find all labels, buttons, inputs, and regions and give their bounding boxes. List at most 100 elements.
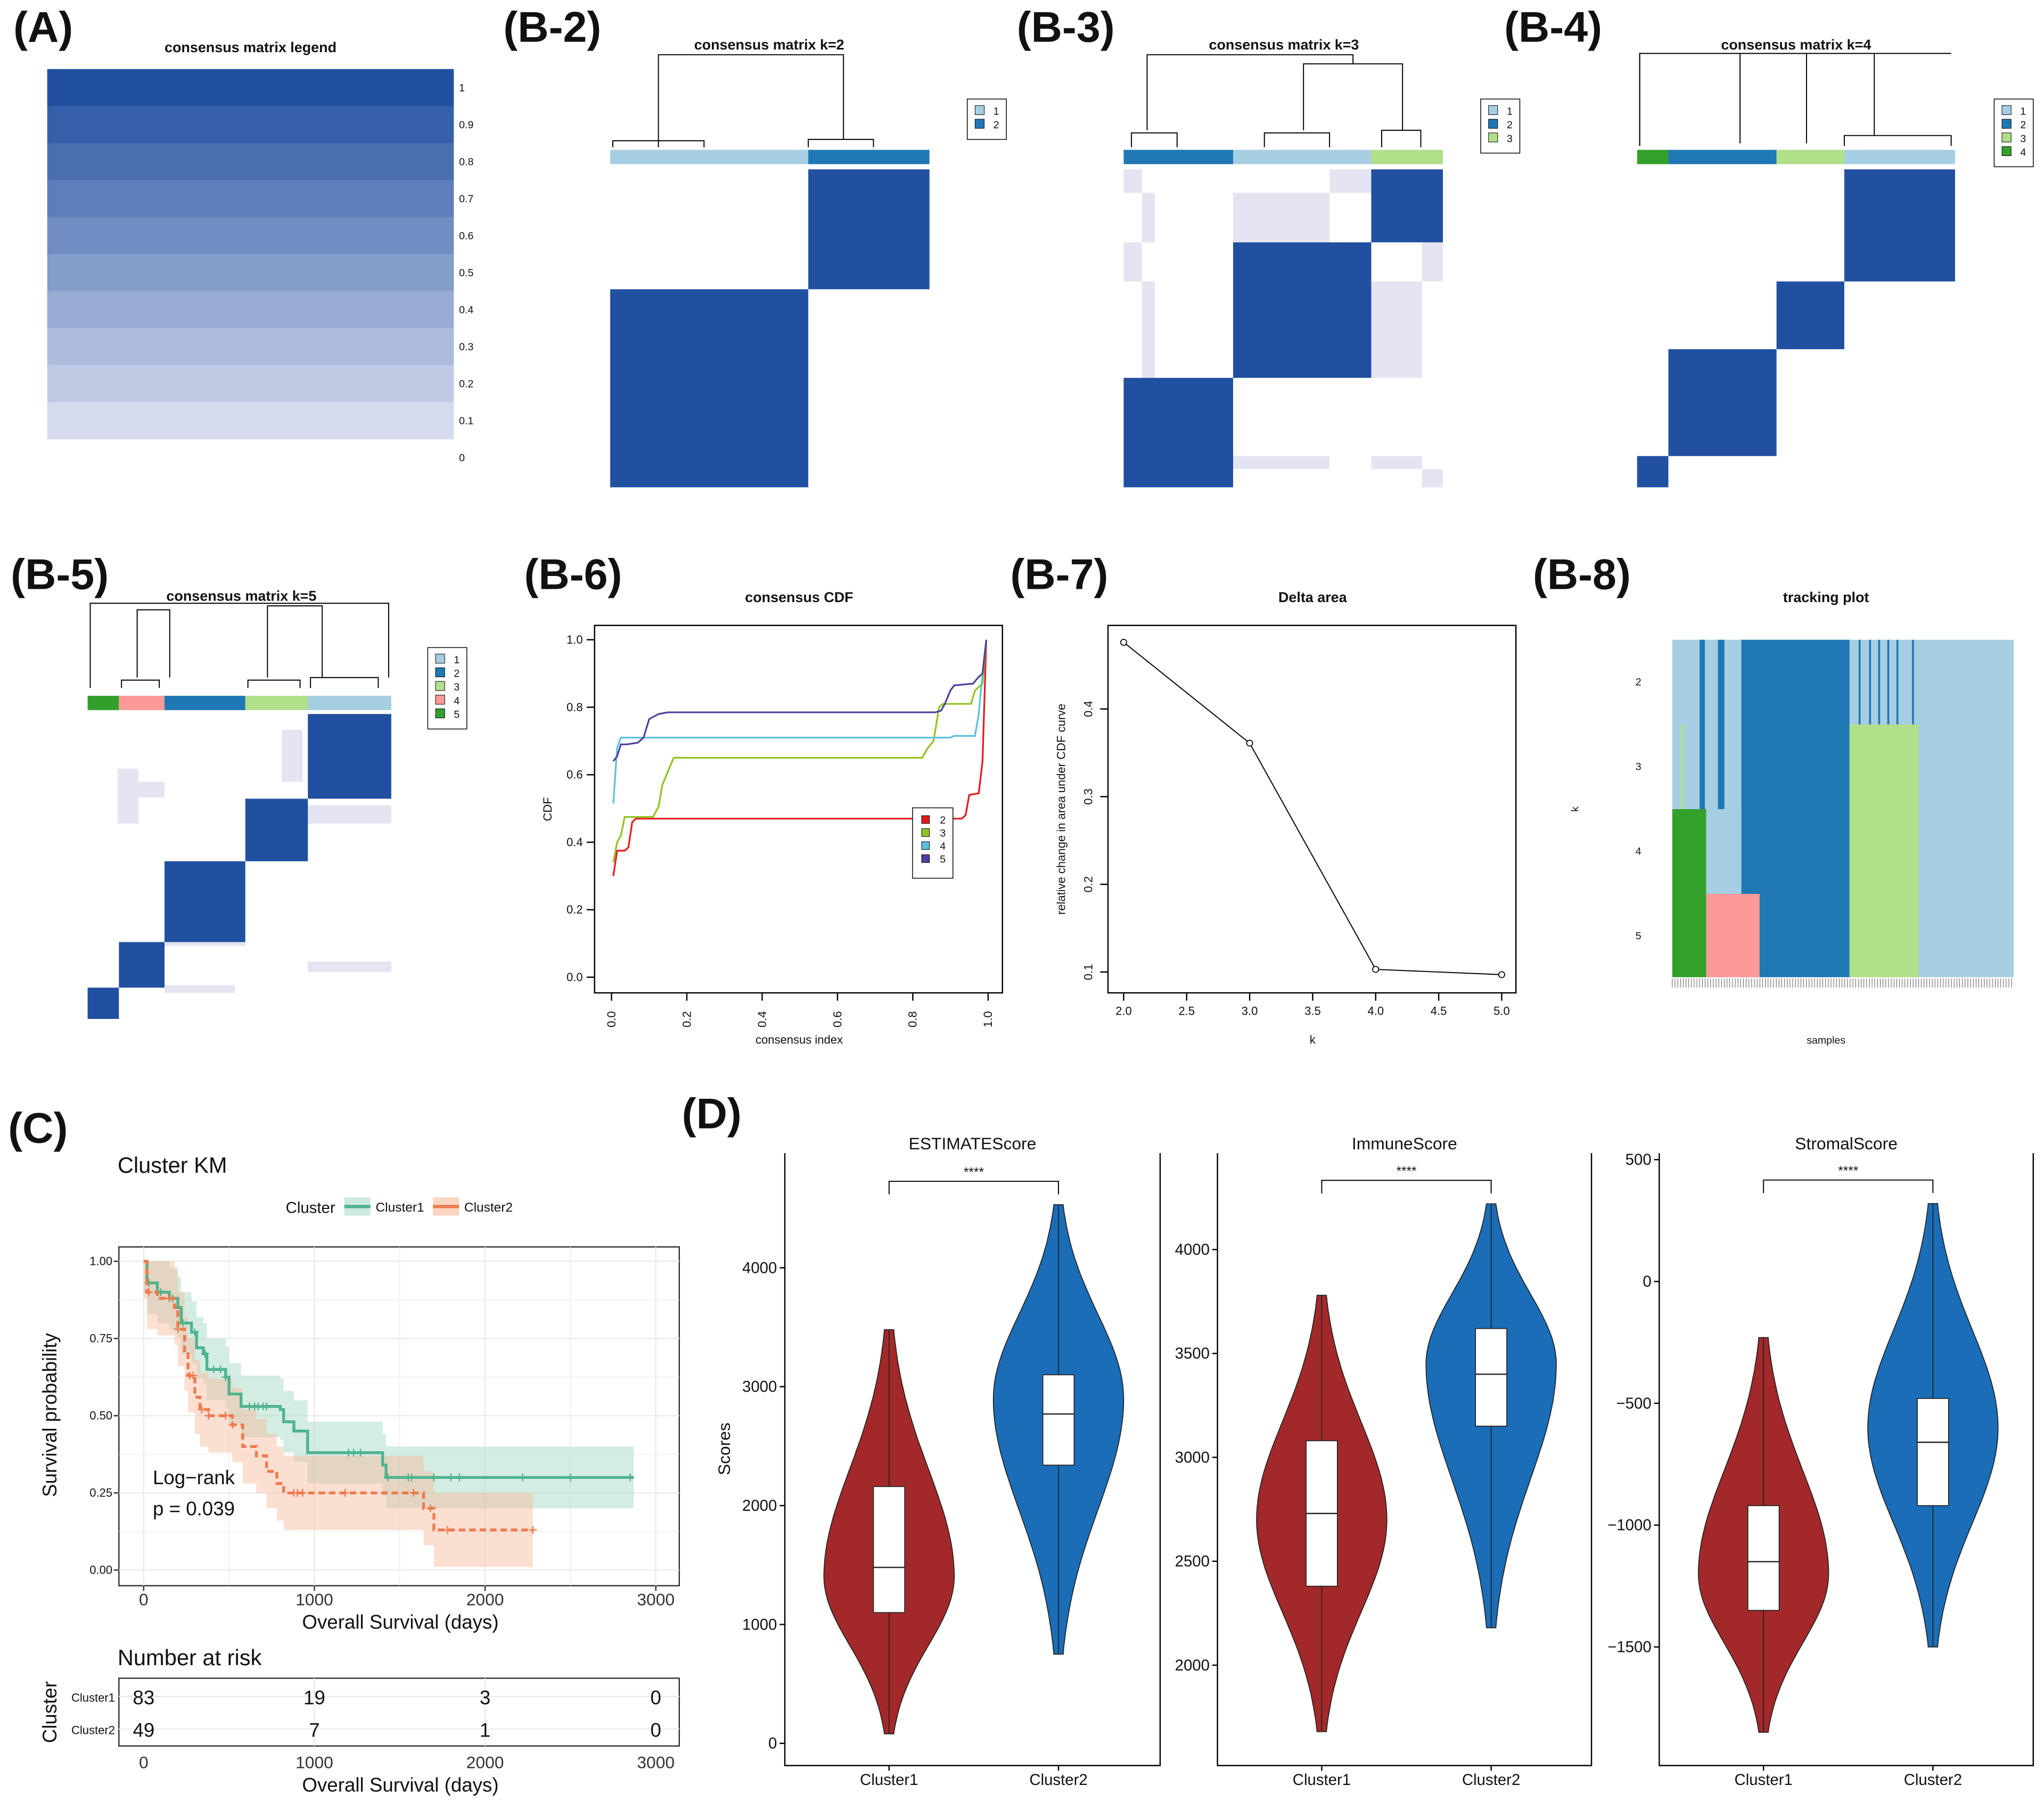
consensus-block (1233, 242, 1372, 378)
y-tick-label: 0.25 (89, 1486, 112, 1500)
x-tick-label: 3.0 (1242, 1005, 1258, 1018)
x-tick-label: 2000 (466, 1590, 504, 1609)
risk-count: 19 (303, 1686, 325, 1708)
legend-matrix-title: consensus matrix legend (165, 39, 336, 55)
legend-swatch (921, 841, 930, 850)
box-iqr (873, 1486, 906, 1614)
legend-tick-label: 0.3 (459, 341, 473, 353)
significance-label: **** (1396, 1164, 1417, 1178)
censor-mark (529, 1526, 537, 1534)
tracking-cell (1706, 894, 1760, 977)
matrix-title: consensus matrix k=4 (1721, 37, 1871, 53)
consensus-cell-low (282, 729, 303, 782)
censor-mark (519, 1473, 527, 1482)
dendrogram-branch (658, 54, 844, 147)
dendrogram-branch (1303, 63, 1403, 130)
box-iqr (1042, 1374, 1075, 1466)
legend-swatch (2001, 146, 2012, 156)
consensus-matrix-k4: consensus matrix k=4 1 2 34 (1637, 37, 2034, 488)
censor-mark (430, 1473, 438, 1482)
x-axis-label: samples (1807, 1035, 1845, 1047)
x-tick-label: 0.6 (831, 1011, 844, 1027)
dendrogram-branch (310, 677, 379, 688)
x-axis-label: Overall Survival (days) (302, 1774, 498, 1796)
dendrogram-branch (1639, 53, 1951, 146)
chart-title: consensus CDF (745, 589, 853, 605)
legend-tick-label: 0.9 (459, 119, 473, 131)
censor-mark (455, 1473, 464, 1482)
risk-count: 3 (480, 1686, 490, 1708)
legend-band (47, 217, 454, 254)
matrix-title: consensus matrix k=2 (694, 37, 844, 53)
y-tick-label: 4000 (742, 1259, 777, 1277)
censor-mark (349, 1449, 358, 1457)
consensus-cell-low (1422, 469, 1443, 488)
y-tick-label: 0.2 (567, 903, 583, 916)
consensus-cell-low (1142, 193, 1155, 243)
tracking-cell (1912, 639, 1914, 725)
consensus-block (1668, 349, 1777, 456)
legend-label: 2 (1507, 119, 1513, 131)
y-tick-label: 1.0 (567, 633, 583, 646)
cluster-color-bar (245, 696, 308, 710)
y-tick-label: 0.4 (1082, 701, 1095, 717)
consensus-block (87, 988, 119, 1019)
legend-swatch (974, 119, 985, 129)
legend-label: 1 (454, 654, 459, 666)
cluster-color-bar (164, 696, 245, 710)
tracking-cell (1858, 639, 1861, 725)
dendrogram-branch (808, 138, 874, 147)
legend-label: 4 (940, 841, 946, 852)
censor-mark (174, 1325, 182, 1334)
consensus-cell-low (308, 805, 391, 824)
x-tick-label: Cluster1 (1293, 1771, 1351, 1789)
matrix-title: consensus matrix k=5 (166, 588, 316, 604)
y-axis-label: Cluster (39, 1681, 61, 1743)
legend-label: Cluster1 (376, 1200, 424, 1215)
significance-label: **** (1838, 1164, 1859, 1178)
y-tick-label: 0.50 (89, 1409, 112, 1422)
x-tick-label: 3000 (637, 1590, 675, 1609)
y-tick-label: 0.0 (567, 970, 583, 984)
cluster-color-bar (1123, 150, 1234, 164)
plot-frame (594, 624, 1004, 994)
k-label: 5 (1636, 931, 1641, 942)
consensus-block (119, 942, 165, 988)
legend-swatch (1488, 105, 1498, 115)
k-label: 3 (1636, 761, 1641, 773)
y-axis-label: CDF (541, 797, 554, 821)
delta-point (1372, 966, 1380, 973)
y-tick-label: 0.8 (567, 701, 583, 714)
censor-mark (262, 1402, 271, 1411)
censor-mark (221, 1373, 230, 1381)
legend-tick-label: 0.8 (459, 156, 473, 168)
x-axis-label: consensus index (756, 1033, 843, 1047)
legend-swatch (974, 105, 985, 115)
consensus-cell-low (1371, 456, 1422, 470)
y-tick-label: 500 (1626, 1151, 1652, 1169)
panel-title: ImmuneScore (1352, 1134, 1457, 1153)
x-tick-label: Cluster2 (1029, 1771, 1087, 1789)
consensus-block (610, 289, 809, 488)
legend-swatch (1488, 119, 1498, 129)
consensus-block (808, 169, 930, 290)
cluster-color-bar (1637, 150, 1669, 164)
legend-band (47, 180, 454, 218)
legend-swatch (435, 708, 445, 719)
y-tick-label: −1000 (1607, 1517, 1651, 1534)
violin-panel-ESTIMATEScore: ESTIMATEScore 0 1000 2000 3000 4000 Cluster1 Cl… (742, 1134, 1161, 1789)
legend-swatch (921, 854, 930, 863)
legend-tick-label: 0.6 (459, 230, 473, 242)
significance-bracket (1321, 1180, 1492, 1194)
legend-label: 2 (454, 668, 459, 680)
risk-count: 83 (133, 1686, 154, 1708)
tracking-cell (1887, 639, 1890, 725)
x-tick-label: Cluster2 (1904, 1771, 1962, 1789)
confidence-band-Cluster2 (143, 1261, 533, 1567)
legend-swatch (435, 695, 445, 705)
delta-point (1120, 639, 1127, 646)
delta-point (1246, 739, 1253, 747)
